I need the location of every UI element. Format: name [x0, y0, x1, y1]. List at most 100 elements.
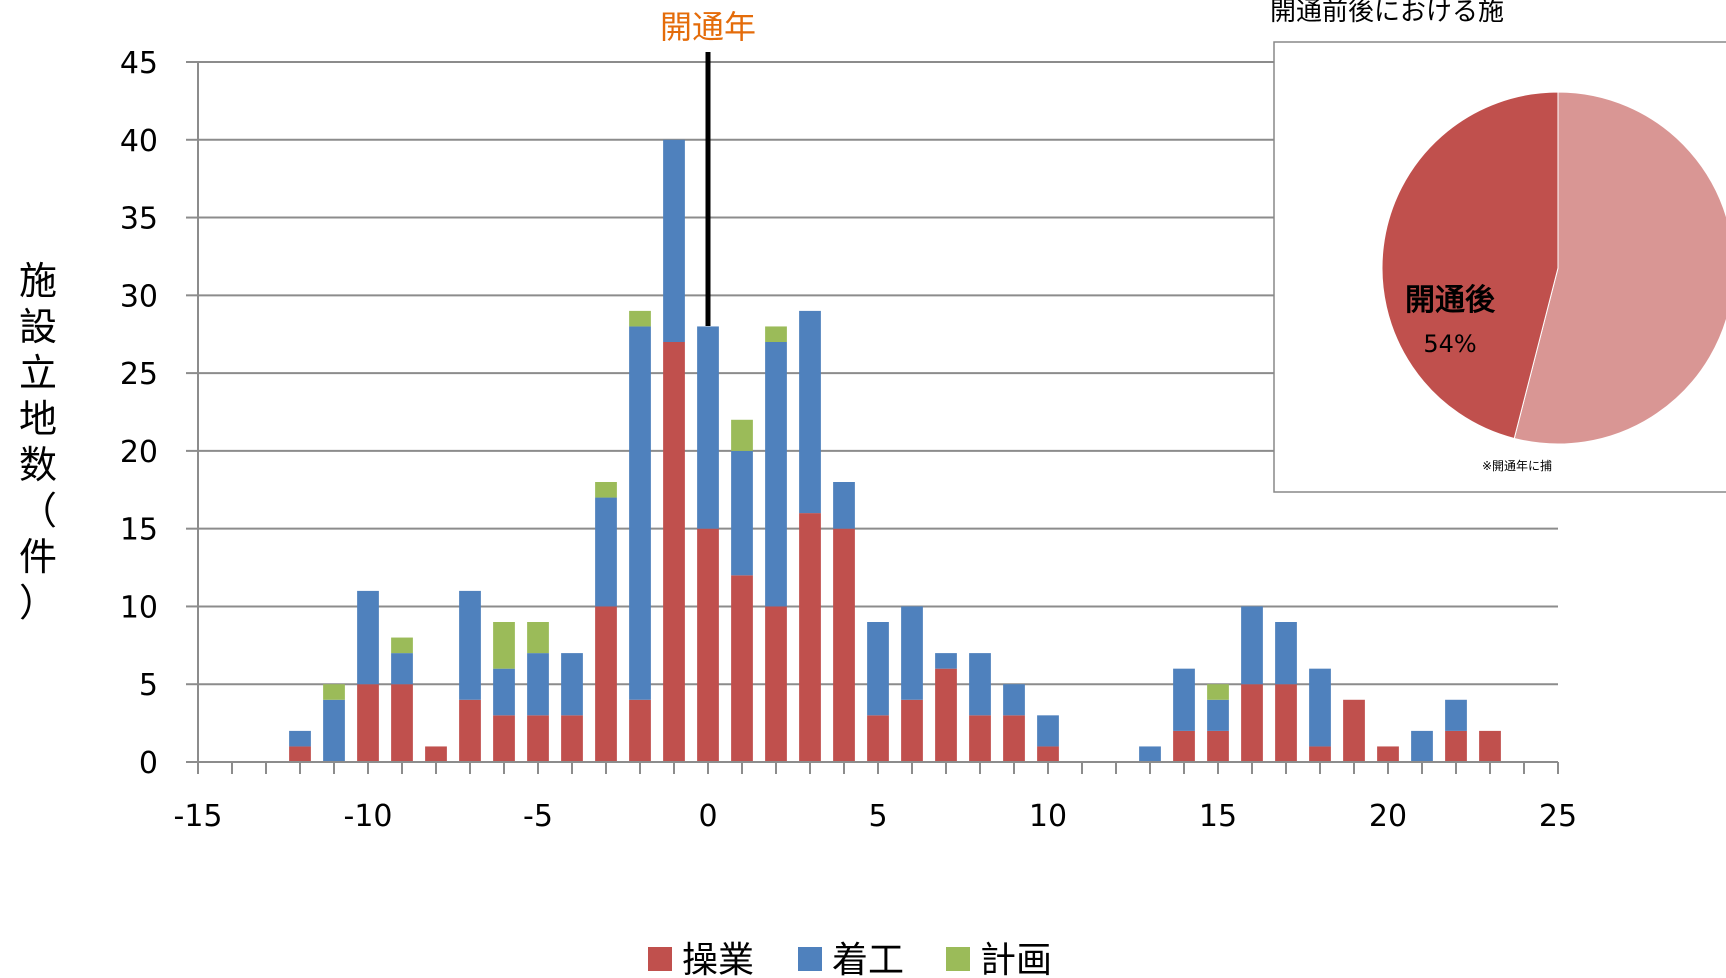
y-axis-label-char: 施: [19, 259, 57, 303]
bar-segment: [493, 668, 515, 716]
y-axis-label-char: 数: [19, 443, 57, 487]
bar-segment: [1445, 699, 1467, 731]
bar-segment: [833, 482, 855, 529]
bar-segment: [1037, 715, 1059, 747]
y-axis-label-char: 立: [19, 351, 57, 395]
bar-segment: [1207, 730, 1229, 762]
bar-segment: [1445, 730, 1467, 762]
opening-year-annotation: 開通年: [660, 8, 756, 326]
bar-segment: [901, 606, 923, 700]
bar-segment: [1479, 730, 1501, 762]
x-tick-label: 15: [1199, 799, 1237, 834]
bar-segment: [799, 310, 821, 514]
bar-segment: [459, 590, 481, 700]
bar-segment: [833, 528, 855, 762]
bar-segment: [935, 653, 957, 669]
bar-segment: [697, 528, 719, 762]
bar-segment: [493, 715, 515, 762]
legend-swatch: [648, 947, 672, 971]
bar-segment: [663, 342, 685, 762]
bar-segment: [561, 653, 583, 716]
bar-segment: [1207, 699, 1229, 731]
bar-segment: [731, 419, 753, 451]
bar-segment: [289, 730, 311, 747]
legend-label: 操業: [682, 940, 754, 978]
bar-segment: [1003, 715, 1025, 762]
bar-segment: [1377, 746, 1399, 762]
bar-segment: [391, 684, 413, 762]
legend-swatch: [946, 947, 970, 971]
bar-segment: [731, 575, 753, 762]
y-tick-label: 35: [120, 202, 158, 237]
legend: 操業 着工 計画: [648, 940, 1052, 978]
pie-slice: [1513, 91, 1726, 445]
bar-segment: [595, 606, 617, 762]
bar-segment: [391, 637, 413, 654]
y-tick-label: 30: [120, 279, 158, 314]
y-tick-label: 0: [139, 746, 158, 781]
bar-segment: [731, 450, 753, 576]
bar-segment: [527, 715, 549, 762]
bar-segment: [969, 653, 991, 716]
inset-footnote: ※開通年に捕: [1482, 458, 1552, 473]
bar-segment: [1343, 699, 1365, 762]
y-tick-label: 5: [139, 668, 158, 703]
bar-segment: [425, 746, 447, 762]
bar-segment: [527, 653, 549, 716]
y-tick-label: 25: [120, 357, 158, 392]
bar-segment: [1173, 730, 1195, 762]
x-tick-labels: -15 -10 -5 0 5 10 15 20 25: [174, 799, 1578, 834]
bar-segment: [969, 715, 991, 762]
x-tick-label: 10: [1029, 799, 1067, 834]
y-tick-label: 10: [120, 590, 158, 625]
y-tick-label: 40: [120, 124, 158, 159]
axes: [186, 61, 1559, 774]
bar-segment: [629, 326, 651, 700]
y-tick-label: 15: [120, 513, 158, 548]
x-tick-label: -5: [523, 799, 553, 834]
bar-segment: [629, 310, 651, 327]
bar-segment: [595, 482, 617, 498]
x-tick-label: -15: [174, 799, 223, 834]
bar-segment: [459, 699, 481, 762]
y-tick-label: 20: [120, 435, 158, 470]
bar-segment: [867, 715, 889, 762]
pie-slice: [1381, 91, 1559, 440]
bar-segment: [289, 746, 311, 762]
bar-segment: [1309, 746, 1331, 762]
y-tick-labels: 0 5 10 15 20 25 30 35 40 45: [120, 46, 158, 781]
bar-segment: [1037, 746, 1059, 762]
y-axis-label-char: 設: [19, 305, 57, 349]
bar-segment: [765, 326, 787, 342]
pie-slice-percent: 54%: [1423, 330, 1476, 358]
y-axis-label-char: ）: [19, 581, 57, 625]
bar-segment: [1173, 668, 1195, 731]
bar-segment: [1241, 684, 1263, 762]
y-axis-label-char: （: [19, 489, 57, 533]
bar-segment: [357, 684, 379, 762]
bar-segment: [799, 513, 821, 762]
annotation-label: 開通年: [660, 8, 756, 46]
legend-swatch: [798, 947, 822, 971]
inset-title: 開通前後における施: [1270, 0, 1504, 27]
bar-segment: [391, 653, 413, 685]
bar-segment: [663, 139, 685, 342]
x-tick-label: 20: [1369, 799, 1407, 834]
bar-segment: [629, 699, 651, 762]
bar-group: [289, 139, 1501, 762]
pie-slice-label: 開通後: [1405, 283, 1496, 318]
bar-segment: [527, 622, 549, 654]
bar-segment: [1003, 684, 1025, 716]
y-tick-label: 45: [120, 46, 158, 81]
bar-segment: [765, 606, 787, 762]
pie: [1381, 91, 1726, 445]
legend-label: 計画: [980, 940, 1052, 978]
x-tick-label: -10: [344, 799, 393, 834]
x-tick-label: 0: [698, 799, 717, 834]
bar-segment: [1309, 668, 1331, 747]
legend-label: 着工: [832, 940, 904, 978]
inset-pie-chart: 開通前後における施 開通後 54% ※開通年に捕: [1270, 0, 1726, 493]
bar-segment: [595, 497, 617, 607]
